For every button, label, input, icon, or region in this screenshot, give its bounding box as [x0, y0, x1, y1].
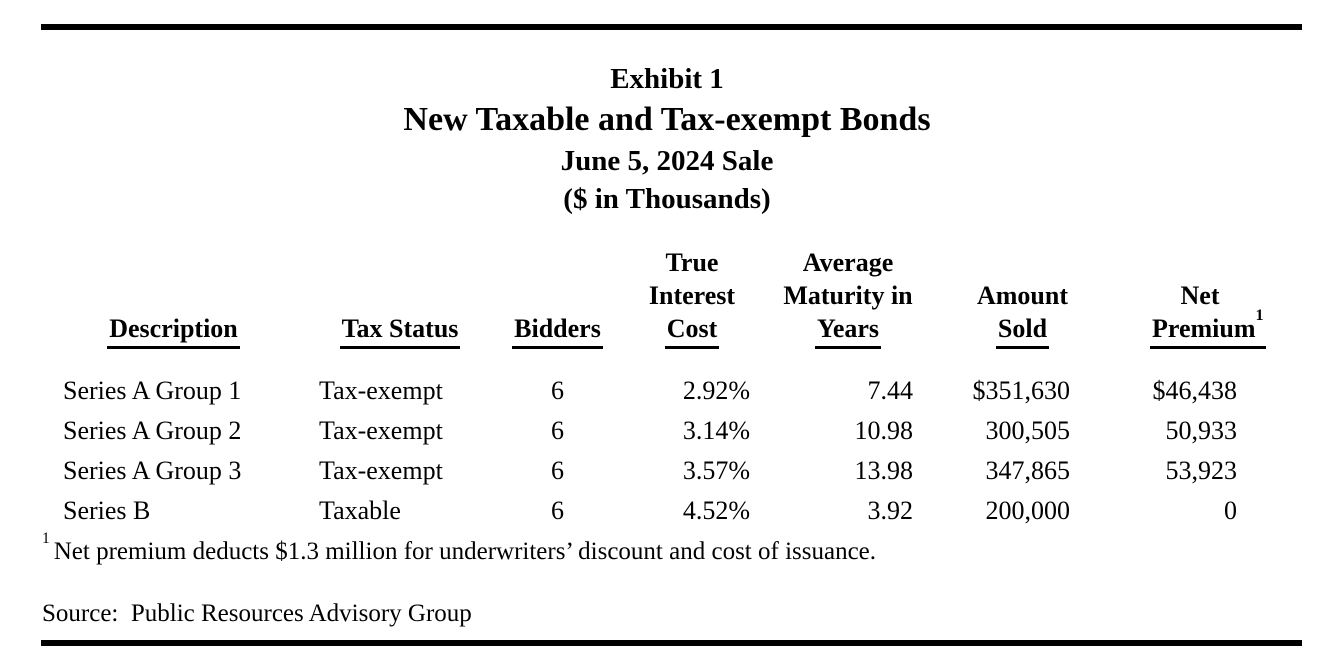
bottom-rule — [41, 640, 1302, 646]
exhibit-label: Exhibit 1 — [610, 63, 724, 95]
cell-tax-status: Tax-exempt — [319, 416, 443, 445]
header-underlined-text: Premium1 — [1150, 308, 1266, 349]
cell-description: Series B — [63, 496, 151, 525]
top-rule — [41, 24, 1302, 30]
header-underlined-text: Cost — [664, 312, 720, 349]
cell-average-maturity: 7.44 — [867, 376, 914, 405]
col-header-true-interest-cost: True Interest Cost — [640, 246, 760, 349]
col-header-net-premium: Net Premium1 — [1082, 246, 1266, 349]
cell-description: Series A Group 2 — [63, 416, 242, 445]
col-header-description: Description — [47, 246, 300, 349]
header-line: Amount — [976, 281, 1068, 310]
table-row: Series A Group 3 Tax-exempt 6 3.57% 13.9… — [47, 451, 1250, 491]
header-underlined-text: Tax Status — [339, 312, 461, 349]
header-underlined-text: Sold — [995, 312, 1050, 349]
cell-net-premium: $46,438 — [1152, 376, 1238, 405]
footnote: 1 Net premium deducts $1.3 million for un… — [42, 530, 877, 567]
units-note: ($ in Thousands) — [563, 183, 771, 215]
cell-true-interest-cost: 3.14% — [682, 416, 750, 445]
cell-amount-sold: 347,865 — [985, 456, 1071, 485]
header-line: Description — [47, 312, 300, 349]
header-line: Net — [1180, 281, 1220, 310]
header-line: Cost — [640, 312, 744, 349]
cell-amount-sold: 200,000 — [985, 496, 1071, 525]
cell-tax-status: Tax-exempt — [319, 456, 443, 485]
cell-tax-status: Taxable — [319, 496, 401, 525]
header-underlined-text: Bidders — [512, 312, 603, 349]
footnote-text: Net premium deducts $1.3 million for und… — [53, 538, 877, 565]
footnote-reference-superscript: 1 — [1255, 307, 1264, 325]
cell-bidders: 6 — [551, 416, 564, 445]
cell-amount-sold: 300,505 — [985, 416, 1071, 445]
header-line: Maturity in — [783, 281, 913, 310]
footnote-marker: 1 — [42, 529, 50, 547]
exhibit-title-block: Exhibit 1 New Taxable and Tax-exempt Bon… — [0, 60, 1334, 218]
cell-bidders: 6 — [551, 456, 564, 485]
col-header-bidders: Bidders — [475, 246, 640, 349]
header-line: Tax Status — [325, 312, 475, 349]
cell-amount-sold: $351,630 — [972, 376, 1071, 405]
cell-true-interest-cost: 3.57% — [682, 456, 750, 485]
header-line: Sold — [963, 312, 1082, 349]
cell-description: Series A Group 3 — [63, 456, 242, 485]
table-row: Series A Group 2 Tax-exempt 6 3.14% 10.9… — [47, 411, 1250, 451]
page-title: New Taxable and Tax-exempt Bonds — [403, 101, 931, 138]
cell-description: Series A Group 1 — [63, 376, 242, 405]
header-line: True — [665, 248, 719, 277]
cell-bidders: 6 — [551, 496, 564, 525]
cell-bidders: 6 — [551, 376, 564, 405]
header-underlined-text: Years — [814, 312, 882, 349]
cell-net-premium: 0 — [1224, 496, 1237, 525]
cell-net-premium: 50,933 — [1165, 416, 1238, 445]
cell-average-maturity: 3.92 — [867, 496, 914, 525]
source-line: Source: Public Resources Advisory Group — [42, 600, 472, 627]
cell-true-interest-cost: 4.52% — [682, 496, 750, 525]
cell-average-maturity: 13.98 — [854, 456, 914, 485]
cell-tax-status: Tax-exempt — [319, 376, 443, 405]
header-line: Premium1 — [1150, 308, 1266, 349]
header-line: Bidders — [475, 312, 640, 349]
header-line: Years — [771, 312, 925, 349]
bond-sale-table: Description Tax Status Bidders True Inte… — [47, 246, 1266, 531]
table-header-row: Description Tax Status Bidders True Inte… — [47, 246, 1266, 349]
header-underlined-text: Description — [107, 312, 240, 349]
table-row: Series A Group 1 Tax-exempt 6 2.92% 7.44… — [47, 349, 1250, 411]
col-header-average-maturity: Average Maturity in Years — [760, 246, 925, 349]
cell-average-maturity: 10.98 — [854, 416, 914, 445]
header-line: Interest — [648, 281, 736, 310]
sale-date: June 5, 2024 Sale — [560, 145, 774, 177]
cell-net-premium: 53,923 — [1165, 456, 1238, 485]
table-row: Series B Taxable 6 4.52% 3.92 200,000 0 — [47, 491, 1250, 531]
col-header-tax-status: Tax Status — [300, 246, 475, 349]
net-premium-label: Premium — [1152, 314, 1256, 343]
cell-true-interest-cost: 2.92% — [682, 376, 750, 405]
header-line: Average — [802, 248, 894, 277]
col-header-amount-sold: Amount Sold — [925, 246, 1082, 349]
